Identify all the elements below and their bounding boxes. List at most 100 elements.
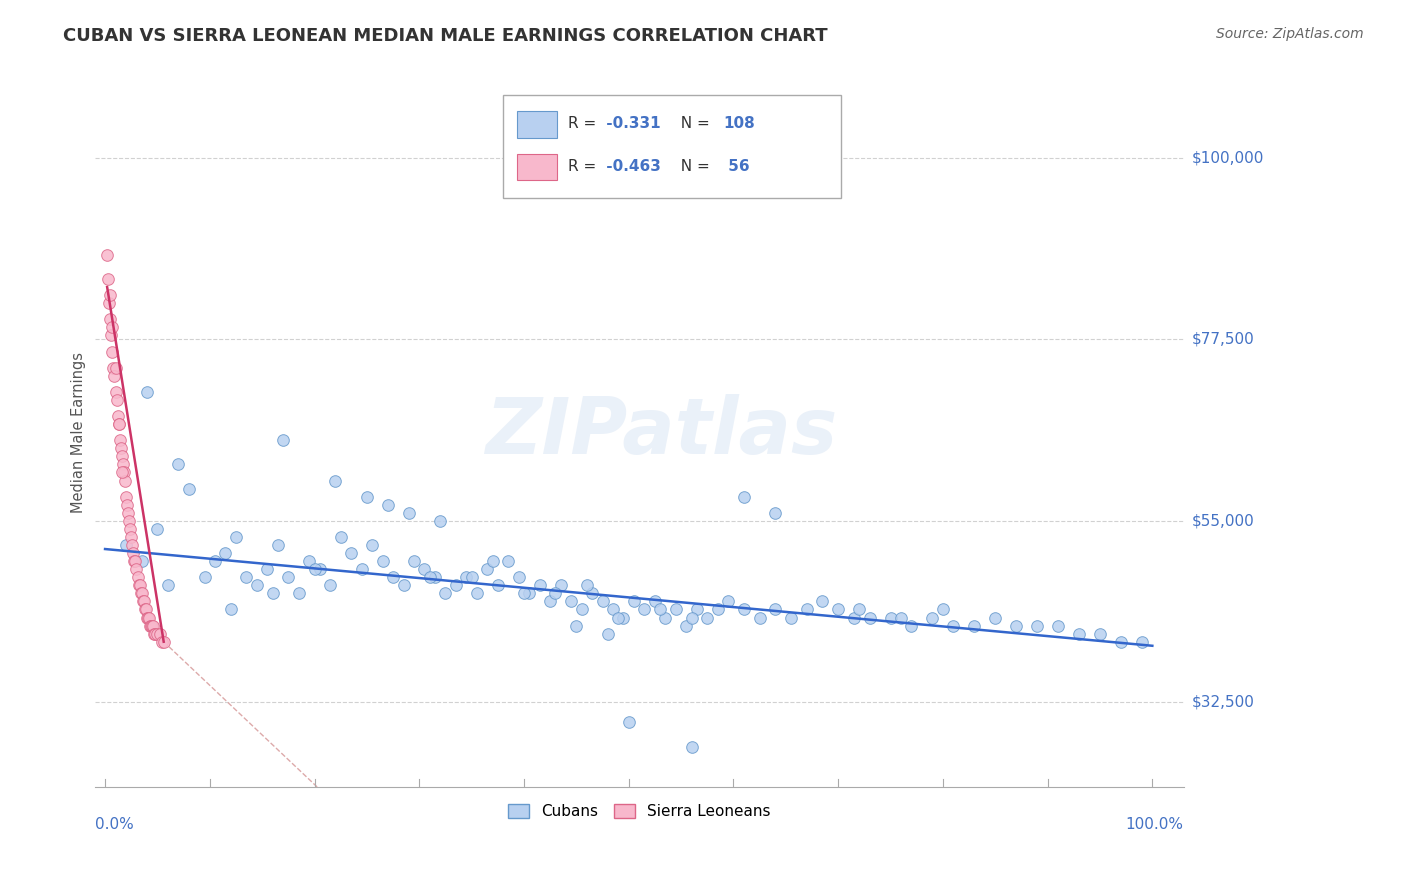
Point xyxy=(356,490,378,504)
Point xyxy=(382,570,405,584)
FancyBboxPatch shape xyxy=(503,95,841,198)
Point xyxy=(142,618,165,632)
Point xyxy=(304,562,326,576)
Point xyxy=(675,618,697,632)
Point xyxy=(686,602,709,616)
Point xyxy=(104,384,127,399)
Point xyxy=(921,610,943,624)
Point xyxy=(827,602,849,616)
Point xyxy=(100,328,122,343)
Point xyxy=(780,610,803,624)
Point xyxy=(1047,618,1070,632)
Point xyxy=(96,248,118,262)
Point xyxy=(98,288,121,302)
Text: -0.463: -0.463 xyxy=(600,159,661,174)
Text: R =: R = xyxy=(568,116,602,131)
Point xyxy=(107,417,129,431)
Point xyxy=(139,618,162,632)
Point xyxy=(763,602,786,616)
Point xyxy=(879,610,901,624)
Point xyxy=(444,578,467,592)
Point xyxy=(111,450,134,464)
Point xyxy=(103,368,125,383)
Point xyxy=(131,554,153,568)
Point xyxy=(129,586,152,600)
Point xyxy=(575,578,598,592)
Text: $77,500: $77,500 xyxy=(1192,332,1254,347)
Point xyxy=(125,562,148,576)
Point xyxy=(121,538,143,552)
Point xyxy=(419,570,441,584)
Point xyxy=(104,360,127,375)
Point xyxy=(571,602,593,616)
Point xyxy=(141,618,163,632)
Point xyxy=(262,586,284,600)
Point xyxy=(398,506,420,520)
Point xyxy=(97,272,120,286)
Point xyxy=(267,538,290,552)
Point xyxy=(681,610,703,624)
Point xyxy=(456,570,478,584)
Point xyxy=(146,626,169,640)
Point xyxy=(152,634,174,648)
Point xyxy=(607,610,630,624)
Point xyxy=(596,626,619,640)
Text: CUBAN VS SIERRA LEONEAN MEDIAN MALE EARNINGS CORRELATION CHART: CUBAN VS SIERRA LEONEAN MEDIAN MALE EARN… xyxy=(63,27,828,45)
Point xyxy=(139,618,162,632)
Point xyxy=(136,384,159,399)
Point xyxy=(811,594,834,608)
Point xyxy=(131,586,153,600)
Point xyxy=(842,610,865,624)
Point xyxy=(633,602,655,616)
Point xyxy=(696,610,718,624)
Point xyxy=(544,586,567,600)
Point xyxy=(963,618,986,632)
Point xyxy=(138,610,160,624)
Text: -0.331: -0.331 xyxy=(600,116,661,131)
Point xyxy=(496,554,519,568)
Text: 108: 108 xyxy=(723,116,755,131)
Point xyxy=(319,578,342,592)
Point xyxy=(101,320,124,334)
FancyBboxPatch shape xyxy=(517,112,557,137)
Point xyxy=(648,602,671,616)
Point xyxy=(235,570,257,584)
Point xyxy=(602,602,624,616)
Point xyxy=(517,586,540,600)
Point xyxy=(1067,626,1090,640)
Point xyxy=(135,602,157,616)
Point xyxy=(134,602,156,616)
Point xyxy=(612,610,634,624)
Point xyxy=(508,570,530,584)
Point xyxy=(118,514,141,528)
Text: ZIPatlas: ZIPatlas xyxy=(485,394,837,470)
Text: Source: ZipAtlas.com: Source: ZipAtlas.com xyxy=(1216,27,1364,41)
Point xyxy=(246,578,269,592)
Point xyxy=(115,538,138,552)
Point xyxy=(529,578,551,592)
Point xyxy=(413,562,436,576)
Point xyxy=(340,546,363,560)
Point xyxy=(644,594,666,608)
Point xyxy=(858,610,880,624)
Point xyxy=(128,578,150,592)
Point xyxy=(706,602,728,616)
Point xyxy=(101,344,124,359)
Point xyxy=(848,602,870,616)
Point xyxy=(219,602,242,616)
Point xyxy=(665,602,688,616)
Point xyxy=(465,586,488,600)
Point xyxy=(256,562,278,576)
FancyBboxPatch shape xyxy=(517,154,557,180)
Point xyxy=(288,586,311,600)
Point xyxy=(120,530,142,544)
Point xyxy=(308,562,330,576)
Point xyxy=(890,610,912,624)
Point xyxy=(681,739,703,754)
Point xyxy=(371,554,394,568)
Point xyxy=(733,602,755,616)
Point xyxy=(477,562,499,576)
Point xyxy=(132,594,155,608)
Point xyxy=(717,594,740,608)
Point xyxy=(132,594,155,608)
